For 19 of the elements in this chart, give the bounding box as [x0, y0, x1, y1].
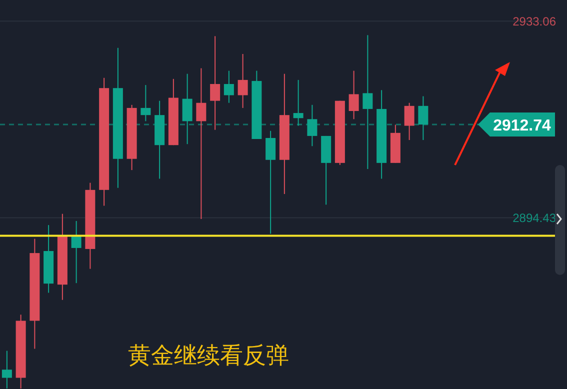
candlestick — [224, 70, 234, 104]
y-tick-label: 2933.06 — [512, 14, 556, 28]
candlestick — [404, 102, 414, 141]
candlestick — [182, 73, 192, 145]
candlestick — [210, 36, 220, 130]
candlestick — [293, 79, 304, 126]
candlestick — [71, 220, 82, 284]
candlestick — [2, 350, 12, 389]
candlestick — [266, 130, 276, 234]
candlestick — [418, 96, 428, 141]
candlestick — [238, 53, 248, 108]
candlestick — [140, 84, 151, 122]
candlestick — [196, 68, 206, 220]
y-tick-label: 2894.43 — [512, 210, 556, 225]
ref-line-label: 2912.74 — [493, 117, 552, 134]
candlestick — [348, 70, 359, 120]
candlestick — [362, 34, 373, 170]
annotation: 黄金继续看反弹 — [128, 342, 289, 368]
candlestick — [307, 104, 318, 147]
